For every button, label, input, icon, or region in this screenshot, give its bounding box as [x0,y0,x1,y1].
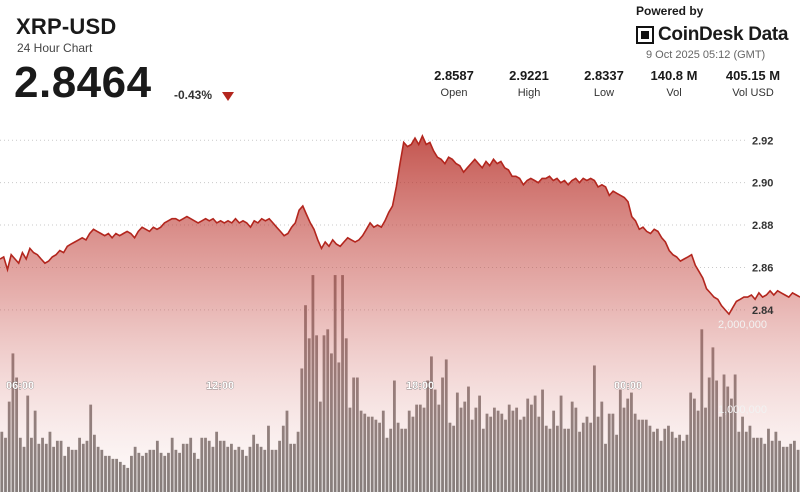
stat-label: Low [593,87,615,99]
stat-label: High [517,87,541,99]
x-tick-label: 00:00 [614,380,642,392]
price-area-fill [0,136,800,492]
stat-vol-usd: 405.15 M Vol USD [715,68,791,99]
stat-value: 405.15 M [725,68,781,83]
price-line [0,134,800,316]
stat-high: 2.9221 High [491,68,567,99]
down-triangle-icon [222,92,234,101]
y-tick-label: 2.90 [752,178,773,190]
powered-by-label: Powered by [636,4,704,18]
y-tick-label: 2.84 [752,305,774,317]
timestamp: 9 Oct 2025 05:12 (GMT) [646,49,766,61]
x-tick-label: 12:00 [206,380,234,392]
stat-label: Vol [666,87,682,99]
x-tick-label: 06:00 [6,380,34,392]
stat-value: 140.8 M [650,68,698,83]
stat-low: 2.8337 Low [566,68,642,99]
coindesk-logo-icon [636,26,654,44]
brand-logo: CoinDesk Data [636,24,789,46]
stat-value: 2.9221 [509,68,549,83]
stat-open: 2.8587 Open [416,68,492,99]
pair-title: XRP-USD [16,14,117,39]
y-tick-label: 2.88 [752,220,773,232]
current-price: 2.8464 [14,58,152,107]
price-change: -0.43% [174,88,213,102]
brand-name: CoinDesk Data [658,24,789,45]
stat-value: 2.8587 [434,68,474,83]
volume-tick-label: 1,000,000 [718,404,767,416]
stat-value: 2.8337 [584,68,624,83]
stat-vol: 140.8 M Vol [636,68,712,99]
x-tick-label: 18:00 [406,380,434,392]
stat-label: Vol USD [732,87,774,99]
volume-tick-label: 2,000,000 [718,319,767,331]
y-tick-label: 2.86 [752,262,773,274]
chart-subtitle: 24 Hour Chart [17,41,93,55]
stat-label: Open [440,87,468,99]
y-tick-label: 2.92 [752,135,773,147]
